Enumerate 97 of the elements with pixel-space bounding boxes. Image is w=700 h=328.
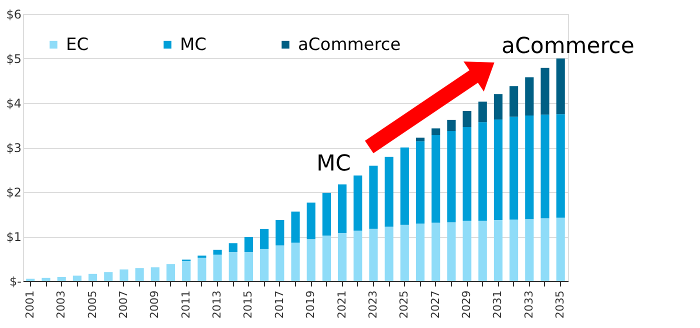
bar [556,218,565,281]
bar [462,111,472,128]
bar [260,248,269,281]
bar [244,236,254,252]
bar [228,243,238,252]
bar [400,148,409,225]
bar [540,218,550,281]
y-tick-label: $3 [6,141,22,155]
bar [447,222,456,281]
bar [540,68,550,115]
x-tick-label: 2015 [242,290,255,318]
bar [338,184,347,233]
bar [540,114,550,218]
bar [416,224,425,281]
bar [291,242,300,281]
bar [556,114,565,218]
bar [525,77,534,116]
bar [494,94,503,120]
bar [306,239,316,281]
x-tick-label: 2019 [304,290,318,318]
y-tick-label: $1 [6,230,22,244]
bar [494,220,503,281]
x-tick-label: 2007 [116,290,130,318]
bar [276,245,284,281]
bar [228,252,238,281]
bar [244,252,254,281]
bar [494,119,503,220]
bar [525,115,534,220]
bar [260,228,269,249]
bar [291,212,300,243]
legend-label: MC [180,34,207,55]
y-tick-label: $6 [6,8,22,22]
x-tick-label: 2031 [491,290,504,318]
bar [432,135,440,223]
bar [72,276,82,281]
bar [416,138,425,142]
legend-label: EC [66,34,89,55]
bar [369,228,378,281]
annotation: MC [316,152,351,177]
bar [166,264,176,281]
bar [478,122,487,221]
bar [306,202,316,240]
bar [556,58,565,114]
bar [478,102,487,122]
bar [88,274,98,281]
bar [322,236,331,281]
x-tick-label: 2021 [335,290,348,318]
x-tick-label: 2013 [210,290,224,318]
bar [416,141,425,224]
bar [447,131,456,222]
annotation: aCommerce [502,34,634,60]
bar [57,276,66,281]
x-tick-label: 2011 [179,290,192,318]
y-tick-label: $5 [6,52,22,66]
bar [510,86,518,117]
bar [369,166,378,229]
bar [400,224,409,281]
legend-label: aCommerce [298,34,401,55]
bar [478,220,487,281]
bar [213,250,222,255]
bar [42,278,50,281]
x-tick-label: 2005 [86,290,99,318]
x-tick-label: 2017 [272,290,286,318]
bar [447,120,456,132]
x-tick-label: 2023 [366,290,380,318]
x-tick-label: 2025 [398,290,411,318]
bar [198,258,206,281]
x-tick-label: 2029 [460,290,474,318]
bar [462,220,472,281]
bar [135,268,144,281]
bar [432,128,440,136]
bar [213,254,222,281]
bar [276,220,284,246]
bar [104,272,113,281]
bar [120,269,128,281]
x-tick-label: 2003 [54,290,68,318]
x-tick-label: 2035 [554,290,567,318]
bar [354,176,362,231]
y-tick-label: $4 [6,96,22,110]
bar [384,156,394,227]
bar [510,116,518,220]
x-tick-label: 2027 [428,290,442,318]
bar [338,232,347,281]
x-tick-label: 2009 [148,290,162,318]
bar [354,230,362,281]
y-tick-label: $- [10,274,22,288]
bar [510,220,518,281]
bar [525,219,534,281]
bar [432,222,440,281]
bar [384,226,394,281]
bar [150,267,160,281]
bar [462,127,472,221]
bar [182,260,191,281]
bar [322,192,331,236]
x-tick-label: 2033 [522,290,536,318]
y-tick-label: $2 [6,186,22,200]
x-tick-label: 2001 [23,290,36,318]
